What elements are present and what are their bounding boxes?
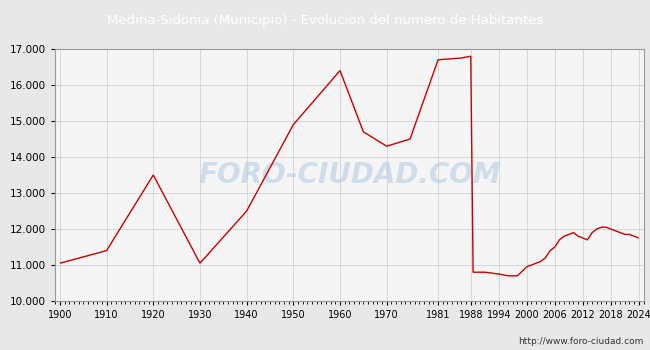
Text: FORO-CIUDAD.COM: FORO-CIUDAD.COM: [198, 161, 500, 189]
Text: http://www.foro-ciudad.com: http://www.foro-ciudad.com: [518, 337, 644, 346]
Text: Medina-Sidonia (Municipio) - Evolucion del numero de Habitantes: Medina-Sidonia (Municipio) - Evolucion d…: [107, 14, 543, 27]
